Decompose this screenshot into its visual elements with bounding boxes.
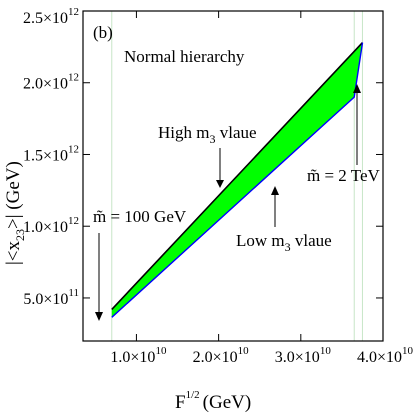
y-axis-ticks: 5.0×1011 1.0×1012 1.5×1012 2.0×1012 2.5×1012 (23, 6, 383, 308)
x-tick-label: 2.0×1010 (193, 345, 250, 366)
y-tick-label: 2.5×1012 (23, 6, 79, 27)
y-tick-label: 1.5×1012 (23, 143, 79, 164)
arrowhead-low-m3 (271, 186, 279, 195)
arrowhead-m-2-tev (353, 84, 361, 93)
annotation-m-2-tev: m̃ = 2 TeV (307, 166, 380, 185)
x-tick-label: 1.0×1010 (110, 345, 167, 366)
y-axis-label: |<x23>| (GeV) (3, 161, 27, 265)
upper-boundary-line (111, 42, 364, 310)
y-tick-label: 5.0×1011 (23, 287, 79, 308)
x-tick-label: 3.0×1010 (275, 345, 332, 366)
annotation-low-m3: Low m3 vlaue (236, 231, 332, 254)
lower-boundary-line (111, 42, 364, 318)
arrowhead-m-100-gev (95, 312, 103, 321)
plot-frame (82, 10, 384, 342)
green-band-area (111, 42, 363, 318)
x-tick-label: 4.0×1010 (357, 345, 414, 366)
x-axis-label: F1/2 (GeV) (175, 389, 251, 413)
y-tick-label: 1.0×1012 (23, 215, 79, 236)
arrowhead-high-m3 (216, 180, 224, 188)
annotation-m-100-gev: m̃ = 100 GeV (93, 207, 187, 226)
panel-label: (b) (93, 23, 113, 42)
annotation-high-m3: High m3 vlaue (158, 123, 257, 146)
y-tick-label: 2.0×1012 (23, 72, 79, 93)
x-axis-ticks: 1.0×1010 2.0×1010 3.0×1010 4.0×1010 (110, 11, 414, 366)
chart-title: Normal hierarchy (124, 47, 245, 66)
